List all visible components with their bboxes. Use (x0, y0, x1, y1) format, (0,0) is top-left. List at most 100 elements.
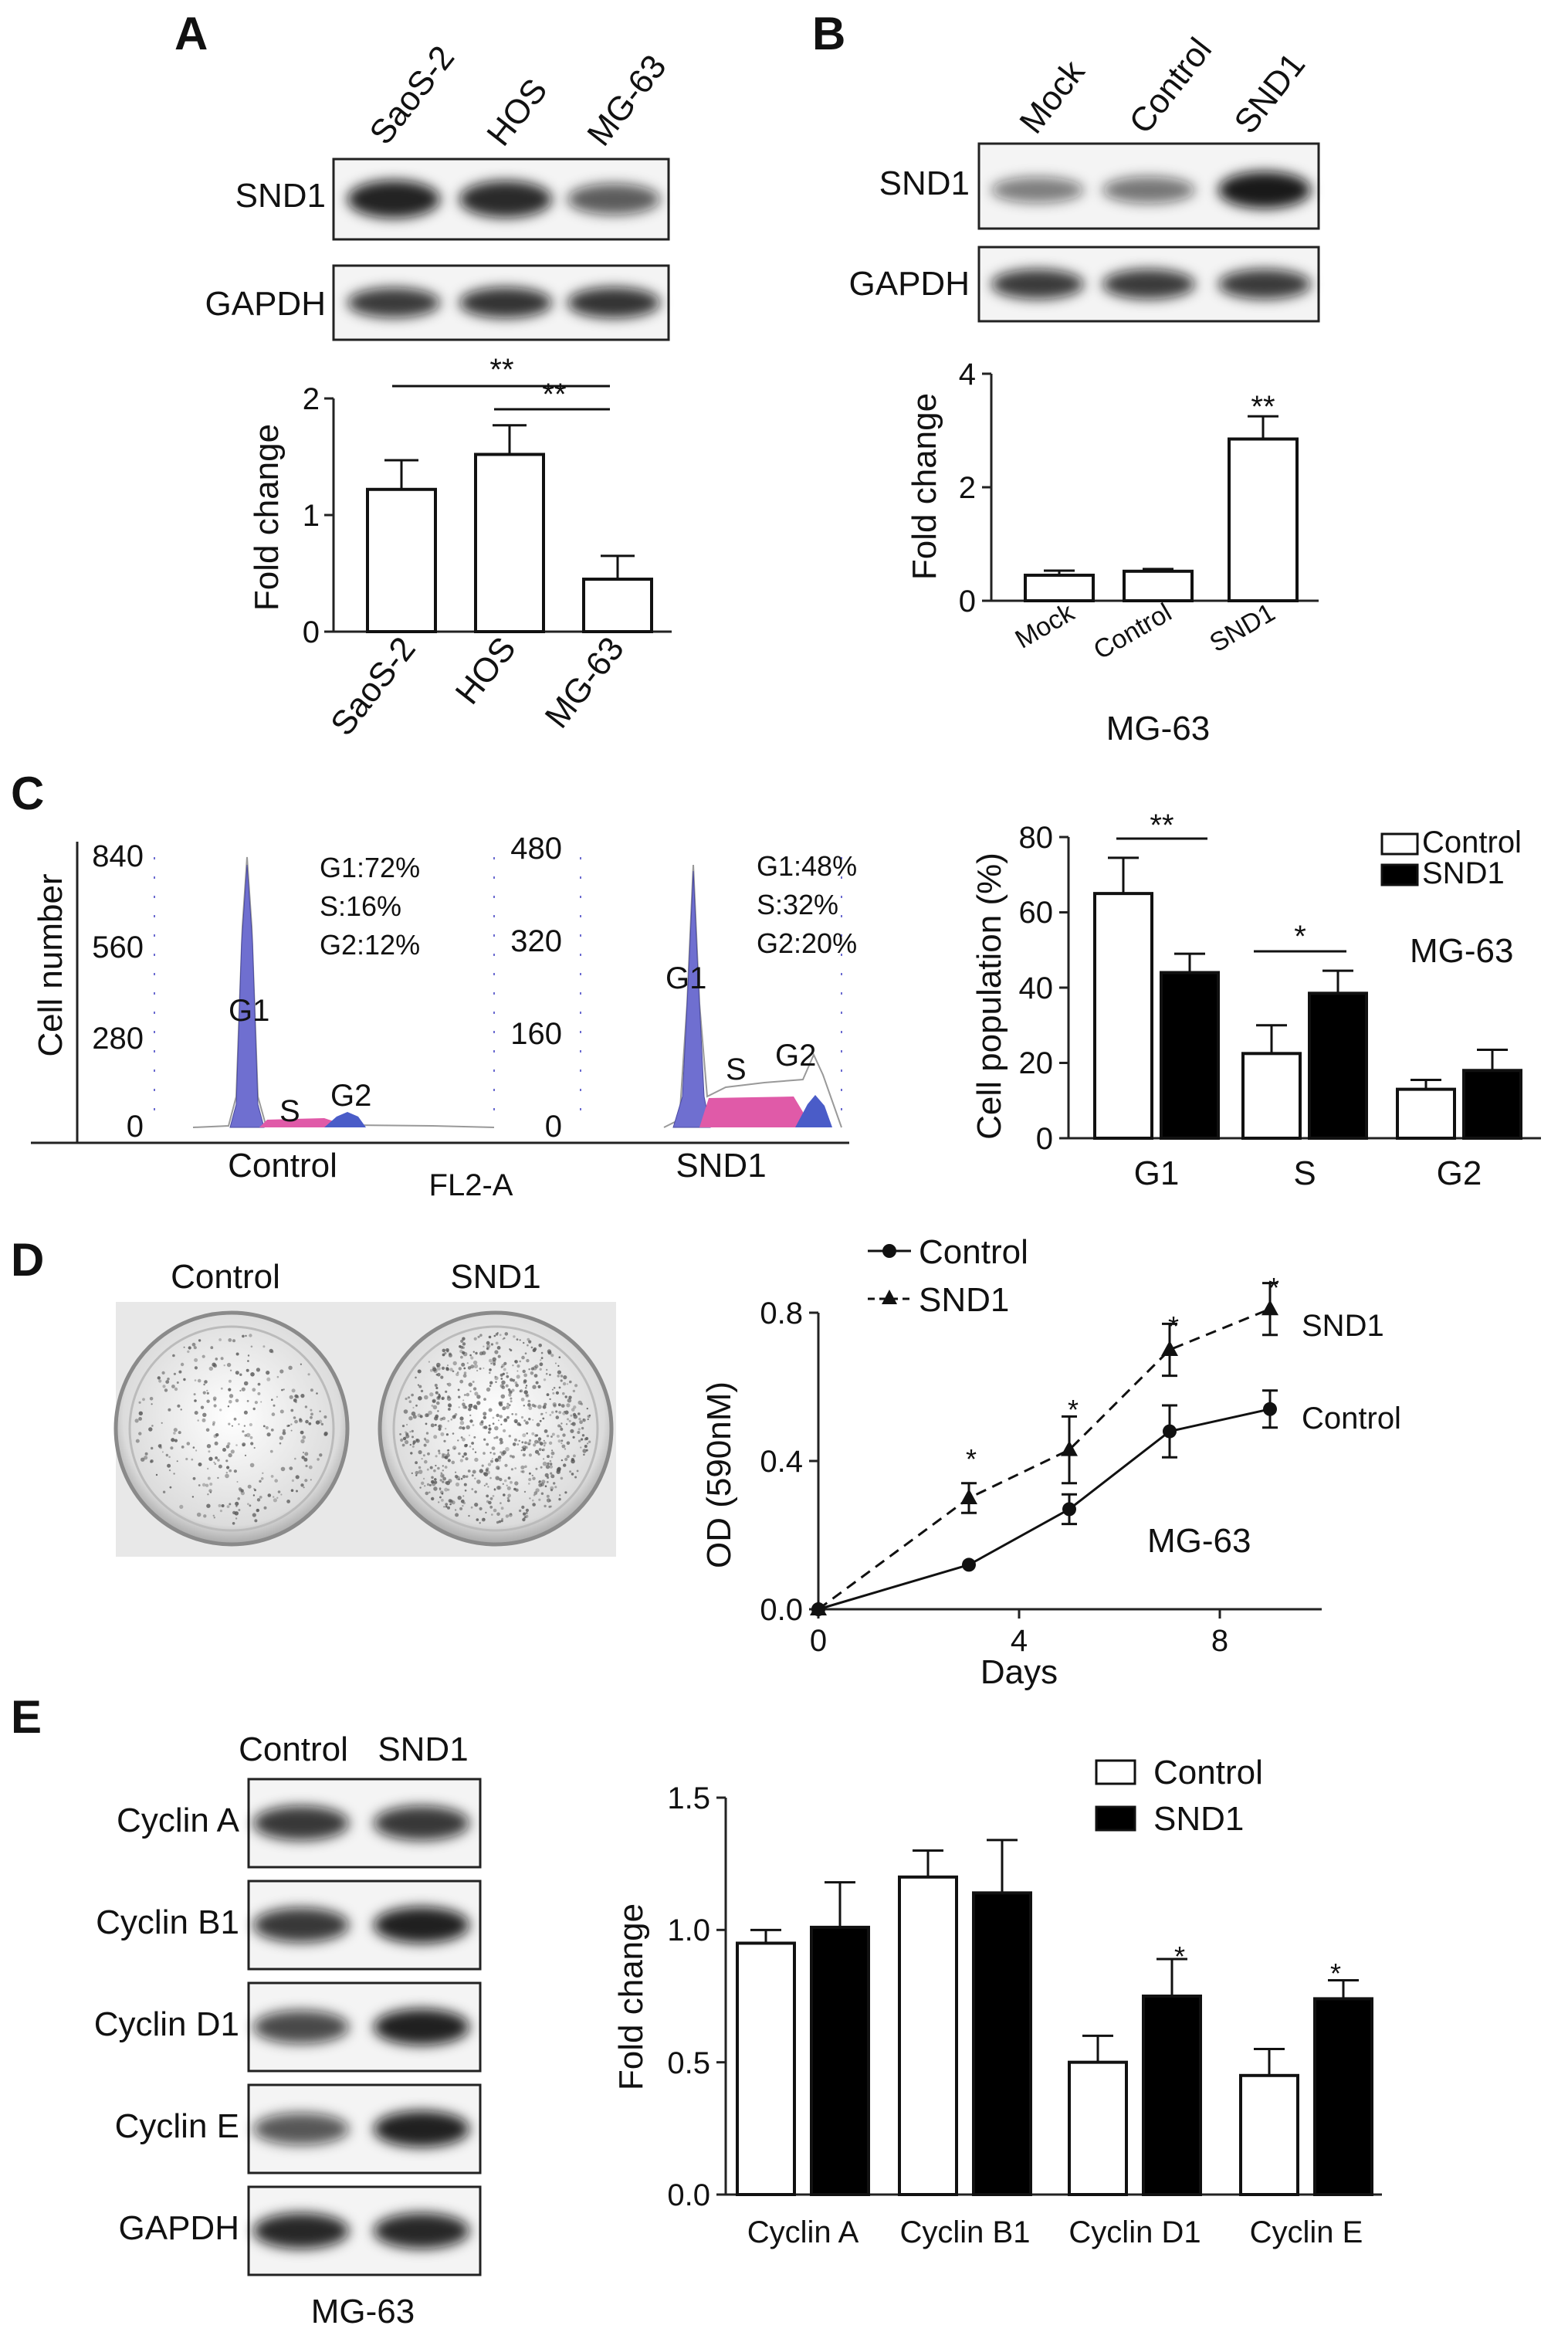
colony (516, 1374, 520, 1379)
colony (202, 1354, 205, 1358)
colony (516, 1443, 520, 1446)
colony (263, 1506, 267, 1510)
colony (470, 1364, 475, 1369)
colony (503, 1429, 506, 1432)
colony (233, 1469, 237, 1473)
colony (444, 1466, 448, 1469)
bar-value (1123, 569, 1194, 603)
colony (415, 1439, 420, 1443)
colony (577, 1428, 581, 1431)
colony (400, 1438, 404, 1442)
colony (540, 1466, 543, 1469)
colony (521, 1470, 525, 1473)
colony (524, 1387, 527, 1389)
colony (315, 1420, 320, 1425)
colony (486, 1442, 489, 1446)
colony (447, 1488, 450, 1491)
legend: Control SND1 (1095, 1754, 1263, 1838)
colony (483, 1367, 485, 1369)
peak-label: S (726, 1052, 747, 1086)
y-axis-label: Cell population (%) (970, 852, 1008, 1140)
colony (434, 1416, 439, 1421)
colony (492, 1357, 496, 1362)
colony (276, 1375, 279, 1378)
colony (550, 1505, 553, 1508)
colony (510, 1400, 513, 1403)
colony (320, 1422, 323, 1425)
colony (310, 1388, 313, 1392)
colony (545, 1464, 550, 1469)
colony (447, 1382, 452, 1387)
colony (580, 1402, 584, 1406)
colony (243, 1410, 248, 1415)
colony (573, 1405, 577, 1409)
colony (286, 1500, 290, 1503)
colony (523, 1379, 527, 1383)
colony (507, 1476, 511, 1480)
colony (463, 1452, 467, 1456)
colony (165, 1380, 170, 1384)
colony (310, 1412, 313, 1416)
colony (487, 1431, 491, 1434)
colony (193, 1393, 196, 1396)
colony (550, 1472, 553, 1475)
colony (441, 1499, 444, 1502)
colony (521, 1505, 525, 1509)
colony (303, 1457, 308, 1462)
colony (208, 1450, 211, 1453)
significance-mark: ** (1251, 390, 1275, 424)
colony (544, 1441, 547, 1445)
colony (464, 1405, 468, 1409)
colony (460, 1345, 464, 1349)
colony (562, 1433, 566, 1437)
colony (220, 1357, 224, 1361)
lane-label: HOS (479, 72, 554, 153)
legend: Control SND1 (868, 1233, 1028, 1319)
colony (500, 1366, 503, 1368)
colony (433, 1368, 438, 1374)
colony (455, 1482, 460, 1486)
y-tick-label: 0 (1036, 1122, 1053, 1156)
colony (490, 1343, 494, 1346)
colony (436, 1401, 440, 1405)
colony (584, 1438, 588, 1441)
data-point (1163, 1424, 1177, 1439)
colony (215, 1358, 218, 1361)
band (991, 269, 1084, 300)
data-point (810, 1600, 827, 1615)
colony (406, 1423, 408, 1426)
blot-label: Cyclin B1 (96, 1903, 239, 1941)
x-tick-label: 0 (810, 1624, 827, 1658)
colony (468, 1408, 472, 1412)
y-tick-label: 280 (92, 1022, 144, 1056)
colony (561, 1444, 566, 1449)
colony (470, 1356, 474, 1360)
colony (555, 1391, 560, 1395)
colony (270, 1475, 274, 1478)
colony (557, 1403, 561, 1407)
blot-label: GAPDH (119, 2209, 239, 2247)
colony (515, 1383, 519, 1388)
blot-label: Cyclin E (115, 2107, 239, 2145)
colony (249, 1422, 252, 1427)
colony (462, 1501, 466, 1505)
colony (418, 1466, 422, 1469)
histogram-label: SND1 (676, 1147, 766, 1185)
colony (262, 1425, 266, 1428)
colony (574, 1476, 577, 1479)
colony (433, 1486, 438, 1491)
colony (461, 1362, 466, 1367)
colony (496, 1346, 501, 1350)
colony (454, 1474, 459, 1479)
colony (457, 1496, 462, 1500)
colony (524, 1441, 527, 1445)
colony (467, 1366, 472, 1370)
band (1218, 269, 1311, 300)
colony (238, 1423, 240, 1425)
colony (522, 1445, 527, 1449)
colony (551, 1432, 555, 1436)
colony (462, 1342, 466, 1346)
lane-label: MG-63 (580, 48, 673, 153)
colony (185, 1457, 188, 1461)
colony (265, 1425, 269, 1430)
